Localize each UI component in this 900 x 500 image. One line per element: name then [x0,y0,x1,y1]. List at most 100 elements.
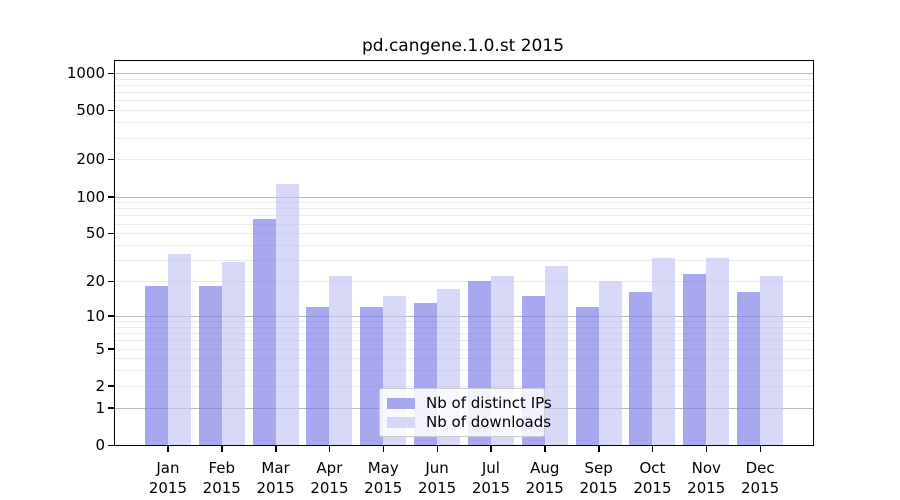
month-label: Aug [530,459,560,477]
year-label: 2015 [579,479,618,497]
bar-downloads [221,261,245,445]
year-label: 2015 [417,479,457,497]
bar-distinct-ips [306,306,330,445]
y-axis-tick [108,158,114,161]
month-label: Jul [481,459,500,477]
bar-downloads [544,265,568,445]
gridline-minor [115,348,813,350]
gridline-minor [115,122,813,124]
y-axis-tick [108,385,114,387]
y-axis-tick [108,109,114,112]
bar-downloads [329,276,353,445]
bar-downloads [275,183,299,445]
gridline-minor [115,281,813,283]
gridline-minor [115,358,813,360]
year-label: 2015 [687,479,726,497]
x-axis-tick [544,446,546,452]
legend-swatch-downloads [387,417,415,428]
x-axis-tick [436,446,439,452]
x-axis-tick [598,446,600,452]
y-axis-tick [108,196,114,198]
x-axis-tick-label: Feb 2015 [192,458,252,498]
bar-downloads [706,258,730,445]
gridline-minor [115,92,813,94]
year-label: 2015 [471,479,510,497]
gridline-minor [115,85,813,86]
x-axis-tick-label: Jul 2015 [461,458,521,498]
gridline-minor [115,321,813,323]
x-axis-tick [221,446,223,452]
gridline-minor [115,233,813,235]
year-label: 2015 [310,479,349,497]
gridline-minor [115,260,813,262]
x-axis-tick [651,446,654,452]
gridline-minor [115,202,813,204]
bar-distinct-ips [198,286,222,445]
bar-downloads [760,276,784,445]
gridline-minor [115,110,813,112]
y-axis-tick-label: 1 [95,398,105,417]
bar-distinct-ips [737,292,761,445]
month-label: Jan [156,459,180,477]
legend-label-downloads: Nb of downloads [426,413,552,431]
year-label: 2015 [148,479,187,497]
bar-downloads [167,253,191,445]
bar-downloads [652,258,676,445]
y-axis-tick [108,407,114,409]
plot-area: Nb of distinct IPs Nb of downloads 0 1 2 5 1… [67,60,814,497]
bar-downloads [598,281,622,445]
year-label: 2015 [740,479,780,497]
gridline-minor [115,100,813,102]
year-label: 2015 [256,479,295,497]
month-label: Nov [691,459,721,477]
year-label: 2015 [202,479,241,497]
y-axis-tick-label: 20 [85,272,105,291]
y-axis-tick-label: 50 [85,224,105,243]
gridline-minor [115,333,813,335]
bar-distinct-ips [144,286,168,445]
month-label: May [367,459,399,477]
bar-distinct-ips [575,306,599,445]
x-axis-tick-label: Nov 2015 [676,458,736,498]
x-axis-tick-label: Jun 2015 [407,458,467,498]
month-label: Jun [425,459,449,477]
month-label: Dec [745,459,775,477]
y-axis-tick-label: 5 [95,339,105,358]
x-axis-tick [705,446,708,452]
x-axis-tick [759,446,762,452]
x-axis-tick-label: Oct 2015 [622,458,682,498]
gridline-minor [115,340,813,342]
legend: Nb of distinct IPs Nb of downloads [379,388,552,437]
y-axis-tick [108,280,114,283]
gridline-minor [115,326,813,328]
x-axis-tick [382,446,385,452]
year-label: 2015 [633,479,672,497]
x-axis-tick-label: Mar 2015 [246,458,306,498]
x-axis-tick-label: Jan 2015 [138,458,198,498]
x-axis-tick [275,446,277,452]
legend-label-distinct-ips: Nb of distinct IPs [426,394,552,412]
month-label: Sep [584,459,613,477]
month-label: Mar [261,459,290,477]
gridline-minor [115,78,813,80]
x-axis-tick-label: May 2015 [353,458,413,498]
gridline-minor [115,223,813,225]
y-axis-tick [108,444,114,446]
bar-distinct-ips [252,218,276,445]
gridline-major [115,196,813,198]
gridline-major [115,73,813,74]
gridline-minor [115,385,813,387]
bar-distinct-ips [683,273,707,445]
y-axis-tick [108,232,114,235]
x-axis-tick [167,446,169,452]
gridline-minor [115,370,813,372]
y-axis-tick [108,348,114,350]
gridline-minor [115,159,813,161]
gridline-minor [115,215,813,217]
year-label: 2015 [364,479,403,497]
bar-distinct-ips [360,306,384,445]
y-axis-tick-label: 2 [95,376,105,395]
chart-title: pd.cangene.1.0.st 2015 [361,36,565,56]
month-label: Feb [208,459,236,477]
